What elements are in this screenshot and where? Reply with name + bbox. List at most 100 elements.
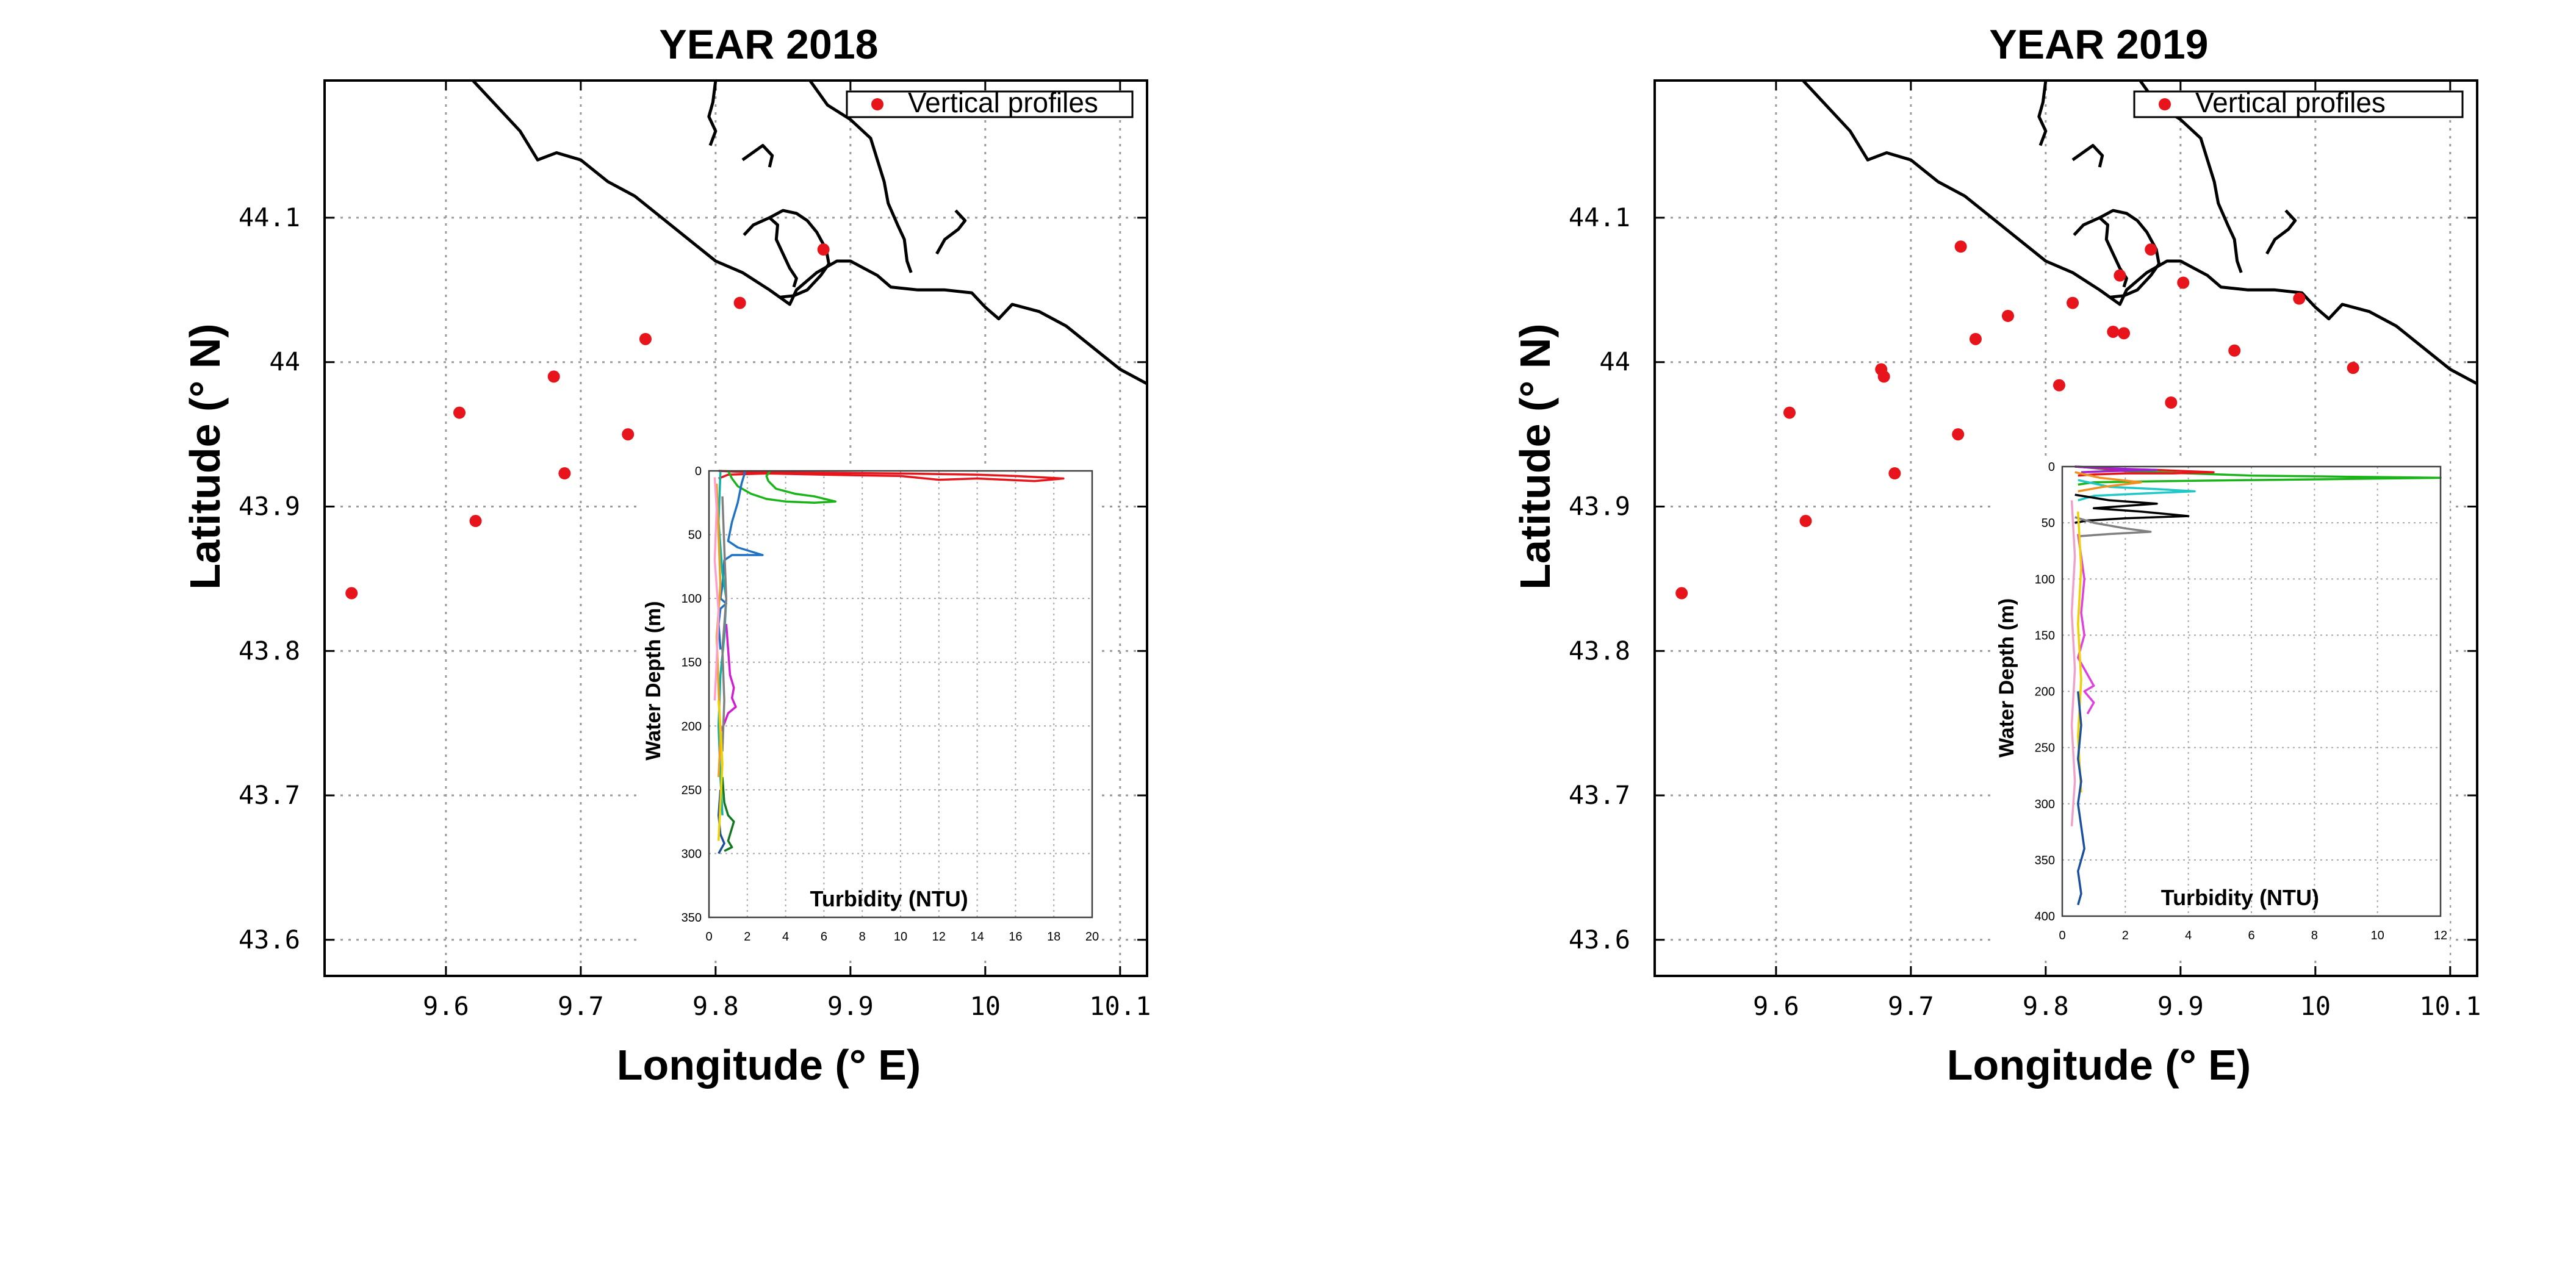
y-axis-label: Latitude (° N): [1511, 323, 1559, 589]
y-tick-label: 44: [269, 347, 300, 377]
profile-point: [2114, 269, 2126, 282]
profile-point: [1952, 428, 1965, 441]
profile-point: [2067, 296, 2079, 309]
turbidity-profile-line: [2074, 471, 2142, 493]
inset-y-axis-label: Water Depth (m): [642, 601, 665, 760]
inset-x-axis-label: Turbidity (NTU): [2161, 885, 2319, 910]
legend-entry: Vertical profiles: [2195, 87, 2386, 118]
profile-point: [622, 428, 635, 441]
inset-y-tick-label: 50: [2042, 517, 2055, 530]
turbidity-profile-line: [719, 623, 737, 733]
coastline-segment: [741, 144, 774, 168]
x-tick-label: 10.1: [2419, 991, 2481, 1021]
inset-frame: [708, 470, 1093, 919]
y-tick-label: 43.7: [239, 780, 300, 810]
y-tick-label: 44: [1599, 347, 1630, 377]
inset-y-tick-label: 150: [682, 656, 702, 670]
inset-x-tick-label: 12: [2434, 929, 2447, 942]
x-tick-label: 9.7: [1888, 991, 1934, 1021]
x-axis-label: Longitude (° E): [1947, 1041, 2251, 1089]
profile-points: [345, 243, 830, 600]
profile-point: [1799, 515, 1812, 528]
x-tick-label: 9.9: [827, 991, 874, 1021]
inset-y-tick-label: 100: [2035, 573, 2055, 586]
profile-point: [1969, 332, 1982, 345]
inset-x-tick-label: 2: [2122, 929, 2129, 942]
x-tick-label: 10: [2300, 991, 2331, 1021]
inset-y-tick-label: 400: [2035, 910, 2055, 923]
inset-y-tick-label: 200: [2035, 686, 2055, 699]
inset-x-tick-label: 16: [1009, 930, 1022, 944]
coastline-segment: [2037, 80, 2048, 146]
profile-point: [2293, 292, 2306, 305]
panel-2019: 9.6 9.7 9.8 9.9 10 10.1 43.6 43.7 43.8 43.9 44 44.1…: [1511, 21, 2481, 1089]
inset-x-tick-label: 4: [2185, 929, 2192, 942]
x-tick-label: 9.8: [693, 991, 739, 1021]
profile-point: [817, 243, 830, 256]
turbidity-profile-line: [2074, 493, 2190, 524]
x-tick-label: 10.1: [1089, 991, 1151, 1021]
inset-y-tick-label: 0: [695, 465, 702, 478]
inset-x-tick-label: 0: [2059, 929, 2065, 942]
turbidity-profile-line: [721, 776, 735, 852]
inset-x-tick-label: 2: [744, 930, 750, 944]
plot-frame: [1653, 79, 2478, 977]
coastline-segment: [808, 79, 913, 273]
inset-y-tick-label: 250: [2035, 742, 2055, 755]
inset-y-tick-label: 300: [682, 847, 702, 861]
inset-x-tick-label: 0: [705, 930, 712, 944]
profile-point: [345, 587, 358, 600]
profile-point: [469, 515, 482, 528]
x-tick-label: 9.6: [1753, 991, 1799, 1021]
inset-y-tick-label: 250: [682, 784, 702, 797]
inset-background: [642, 465, 1101, 957]
inset-y-tick-label: 300: [2035, 798, 2055, 811]
legend-marker: [2159, 98, 2171, 110]
inset-background: [1995, 461, 2450, 956]
inset-y-tick-label: 200: [682, 720, 702, 733]
turbidity-profile-line: [2074, 465, 2158, 473]
plot-frame: [323, 79, 1148, 977]
x-tick-label: 9.8: [2023, 991, 2069, 1021]
turbidity-profile-line: [718, 470, 1065, 482]
x-tick-label: 9.6: [423, 991, 469, 1021]
profile-point: [1675, 587, 1688, 600]
coastline-segment: [768, 217, 798, 288]
coastline-segment: [2098, 217, 2128, 288]
inset-x-tick-label: 10: [2371, 929, 2384, 942]
profile-point: [2107, 325, 2120, 338]
coastline-segment: [2071, 144, 2104, 168]
turbidity-profile-line: [713, 477, 720, 701]
legend-marker: [871, 98, 883, 110]
inset-x-tick-label: 20: [1085, 930, 1099, 944]
turbidity-profile-line: [717, 470, 764, 650]
profile-point: [2118, 327, 2131, 340]
profile-point: [547, 370, 560, 383]
inset-y-tick-label: 350: [2035, 854, 2055, 867]
profile-point: [2053, 379, 2065, 392]
x-axis-label: Longitude (° E): [617, 1041, 921, 1089]
inset-y-tick-label: 350: [682, 911, 702, 925]
y-tick-label: 43.6: [239, 925, 300, 955]
inset-plot: 0 2 4 6 8 10 12 14 16 18 20050100150200250300350Tu…: [642, 465, 1101, 957]
inset-y-tick-label: 0: [2048, 461, 2055, 474]
inset-plot: 0 2 4 6 8 10 12 0 50 100 150 200 250 300 350 400 Turbidi…: [1995, 461, 2450, 956]
y-tick-label: 44.1: [239, 203, 300, 232]
chart-title: YEAR 2019: [1989, 21, 2208, 68]
x-tick-label: 9.9: [2157, 991, 2204, 1021]
coastline: [472, 79, 1148, 385]
profile-point: [453, 406, 466, 419]
legend-box: [846, 90, 1134, 118]
turbidity-profile-line: [2077, 534, 2095, 715]
y-tick-label: 44.1: [1569, 203, 1630, 232]
inset-x-tick-label: 18: [1047, 930, 1060, 944]
inset-y-tick-label: 100: [682, 592, 702, 606]
y-axis-label: Latitude (° N): [181, 323, 229, 589]
y-tick-label: 43.7: [1569, 780, 1630, 810]
legend-box: [2133, 90, 2464, 118]
profile-point: [639, 332, 652, 345]
profile-point: [2228, 344, 2241, 357]
x-tick-label: 10: [970, 991, 1001, 1021]
profile-point: [2177, 276, 2190, 289]
